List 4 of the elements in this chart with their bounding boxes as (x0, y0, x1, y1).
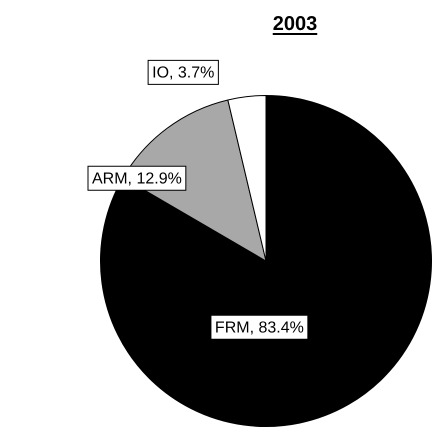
slice-label: FRM, 83.4% (214, 320, 304, 337)
slice-label: IO, 3.7% (152, 64, 214, 82)
slice-label: ARM, 12.9% (92, 170, 182, 188)
chart-title: 2003 (272, 13, 318, 35)
